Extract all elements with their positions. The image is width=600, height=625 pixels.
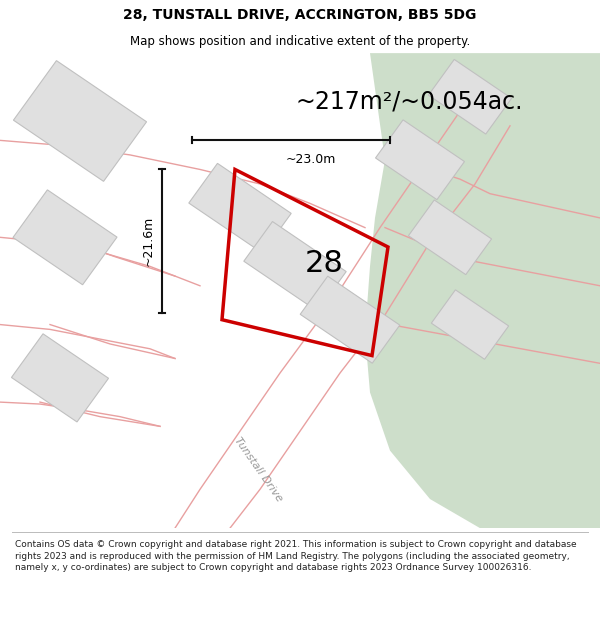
Text: Contains OS data © Crown copyright and database right 2021. This information is : Contains OS data © Crown copyright and d… <box>15 540 577 572</box>
Text: ~217m²/~0.054ac.: ~217m²/~0.054ac. <box>295 89 523 114</box>
Polygon shape <box>409 200 491 274</box>
Polygon shape <box>428 59 512 134</box>
Polygon shape <box>11 334 109 422</box>
Text: 28, TUNSTALL DRIVE, ACCRINGTON, BB5 5DG: 28, TUNSTALL DRIVE, ACCRINGTON, BB5 5DG <box>124 8 476 22</box>
Polygon shape <box>244 221 346 311</box>
Polygon shape <box>189 163 291 253</box>
Text: Map shows position and indicative extent of the property.: Map shows position and indicative extent… <box>130 35 470 48</box>
Polygon shape <box>13 190 117 285</box>
Text: Tunstall Drive: Tunstall Drive <box>232 436 284 504</box>
Text: 28: 28 <box>305 249 344 278</box>
Text: ~21.6m: ~21.6m <box>142 216 155 266</box>
Polygon shape <box>300 276 400 363</box>
Polygon shape <box>376 120 464 199</box>
Text: ~23.0m: ~23.0m <box>286 153 336 166</box>
Polygon shape <box>13 61 146 181</box>
Polygon shape <box>340 53 600 528</box>
Polygon shape <box>431 290 509 359</box>
